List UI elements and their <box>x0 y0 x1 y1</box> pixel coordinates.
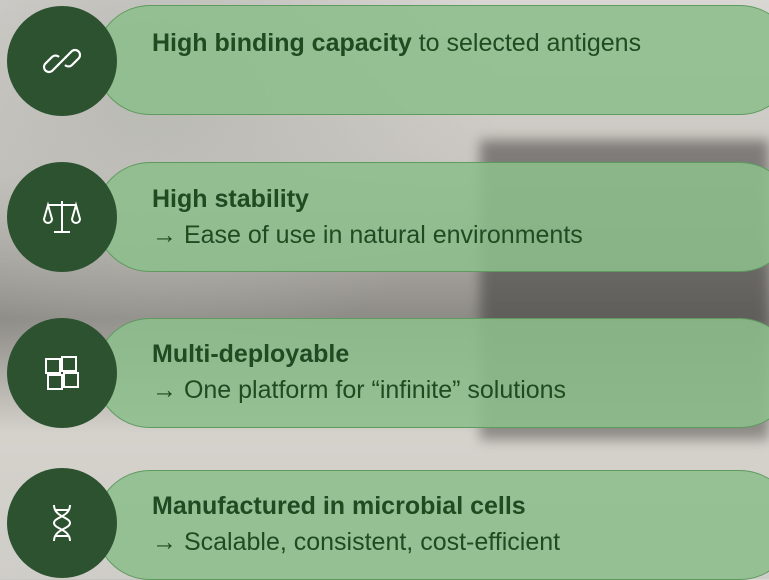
item-title: High binding capacity <box>152 29 412 57</box>
icon-circle <box>7 318 117 428</box>
link-icon <box>42 41 82 81</box>
item-text: Multi-deployable → One platform for “inf… <box>152 336 672 408</box>
icon-circle <box>7 162 117 272</box>
dna-icon <box>42 503 82 543</box>
item-text: High stability → Ease of use in natural … <box>152 181 672 253</box>
item-text: High binding capacity to selected antige… <box>152 25 672 61</box>
item-description: to selected antigens <box>419 29 641 57</box>
item-title: Manufactured in microbial cells <box>152 488 672 524</box>
item-description: → One platform for “infinite” solutions <box>152 372 672 408</box>
slide: High binding capacity to selected antige… <box>0 0 769 579</box>
item-text: Manufactured in microbial cells → Scalab… <box>152 488 672 560</box>
item-description: → Ease of use in natural environments <box>152 217 672 253</box>
scale-icon <box>42 197 82 237</box>
item-description: → Scalable, consistent, cost-efficient <box>152 524 672 560</box>
puzzle-icon <box>42 353 82 393</box>
item-title: High stability <box>152 181 672 217</box>
icon-circle <box>7 6 117 116</box>
icon-circle <box>7 468 117 578</box>
item-title: Multi-deployable <box>152 336 672 372</box>
